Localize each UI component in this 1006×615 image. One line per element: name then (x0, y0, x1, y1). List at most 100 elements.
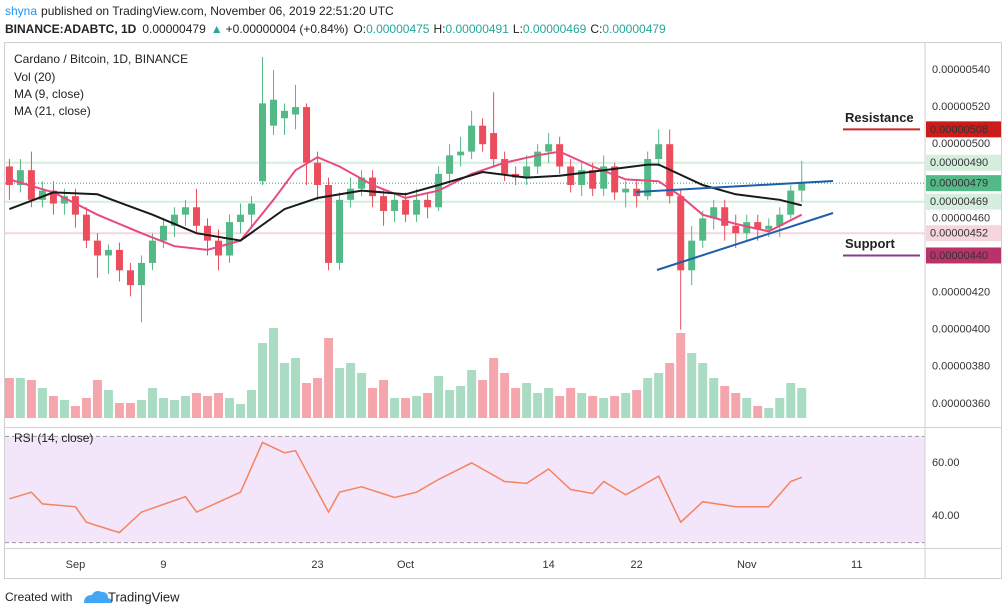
x-tick-label: Oct (397, 559, 414, 571)
ma-legend: MA (9, close) (14, 87, 84, 101)
candle-body (314, 162, 322, 185)
volume-bar (313, 378, 323, 418)
volume-legend: Vol (20) (14, 70, 55, 84)
candle-body (292, 107, 300, 115)
candle-body (545, 144, 553, 152)
candle-body (391, 199, 399, 211)
candle-body (303, 107, 311, 163)
price: 0.00000479 (142, 22, 206, 36)
volume-bar (632, 390, 642, 418)
y-tick-label: 0.00000540 (932, 64, 990, 76)
trend-line (635, 180, 834, 193)
x-tick-label: Sep (66, 559, 86, 571)
candle-body (181, 207, 189, 215)
candle-body (93, 240, 101, 256)
volume-bar (269, 328, 279, 418)
candle-body (259, 103, 267, 182)
volume-bar (654, 373, 664, 418)
rsi-pane (5, 435, 925, 544)
price-label: 0.00000452 (930, 228, 988, 240)
candle-body (281, 110, 289, 119)
change: +0.00000004 (+0.84%) (226, 22, 349, 36)
volume-bar (786, 383, 796, 418)
volume-bar (599, 398, 609, 418)
candle-body (743, 222, 751, 234)
rsi-legend: RSI (14, close) (14, 431, 93, 445)
candle-body (203, 225, 211, 241)
separators (4, 42, 1001, 578)
volume-bar (489, 358, 499, 418)
volume-bar (147, 388, 157, 418)
price-label: 0.00000469 (930, 196, 988, 208)
moving-average (9, 163, 802, 242)
candle-body (600, 166, 608, 189)
volume-bar (764, 408, 774, 418)
candle-body (402, 199, 410, 215)
candle-body (380, 196, 388, 211)
rsi-band (5, 436, 925, 543)
y-tick-label: 0.00000420 (932, 286, 990, 298)
volume-bar (687, 353, 697, 418)
price-label-box (926, 154, 1001, 171)
volume-bar (643, 378, 653, 418)
volume-bar (731, 393, 741, 418)
chart-title: Cardano / Bitcoin, 1D, BINANCE (14, 52, 188, 66)
candle-body (611, 166, 619, 193)
volume-bar (500, 373, 510, 418)
volume-bar (720, 386, 730, 418)
candle-body (49, 190, 57, 204)
volume-bar (610, 396, 620, 418)
volume-bar (390, 398, 400, 418)
l-label: L: (513, 22, 523, 36)
volume-bar (698, 363, 708, 418)
volume-bar (467, 370, 477, 418)
volume-bar (335, 368, 345, 418)
volume-bar (445, 390, 455, 418)
volume-bar (169, 400, 179, 418)
volume-bar (37, 388, 47, 418)
candle-body (170, 214, 178, 226)
volume-bar (15, 378, 25, 418)
volume-bar (511, 388, 521, 418)
candle-body (688, 240, 696, 271)
candle-body (765, 225, 773, 230)
c-value: 0.00000479 (602, 22, 666, 36)
rsi-line (9, 441, 802, 534)
candle-body (16, 170, 24, 185)
symbol-line: BINANCE:ADABTC, 1D 0.00000479 ▲ +0.00000004… (5, 22, 666, 36)
candle-body (776, 214, 784, 226)
candle-body (710, 207, 718, 219)
candle-body (38, 190, 46, 200)
volume-bar (676, 333, 686, 418)
candle-body (126, 270, 134, 286)
y-tick-label: 0.00000460 (932, 212, 990, 224)
candle-body (644, 159, 652, 197)
candle-body (148, 240, 156, 263)
volume-bar (324, 338, 334, 418)
candle-body (104, 249, 112, 256)
candle-body (578, 170, 586, 185)
c-label: C: (590, 22, 602, 36)
price-label: 0.00000440 (930, 250, 988, 262)
volume-bar (401, 398, 411, 418)
rsi-tick-label: 40.00 (932, 510, 960, 522)
volume-bar (346, 363, 356, 418)
volume-bar (202, 396, 212, 418)
candle-body (82, 214, 90, 241)
publish-line: shyna published on TradingView.com, Novem… (5, 4, 394, 18)
candle-body (115, 249, 123, 271)
volume-bar (4, 378, 14, 418)
volume-bar (180, 396, 190, 418)
volume-bar (555, 396, 565, 418)
x-tick-label: Nov (737, 559, 757, 571)
candle-body (369, 177, 377, 197)
price-label: 0.00000508 (930, 124, 988, 136)
volume-bar (136, 400, 146, 418)
candle-body (446, 155, 454, 174)
volume-bar (236, 404, 246, 418)
volume-bar (544, 388, 554, 418)
candle-body (137, 262, 145, 286)
price-label-box (926, 121, 1001, 138)
volume-bar (797, 388, 807, 418)
